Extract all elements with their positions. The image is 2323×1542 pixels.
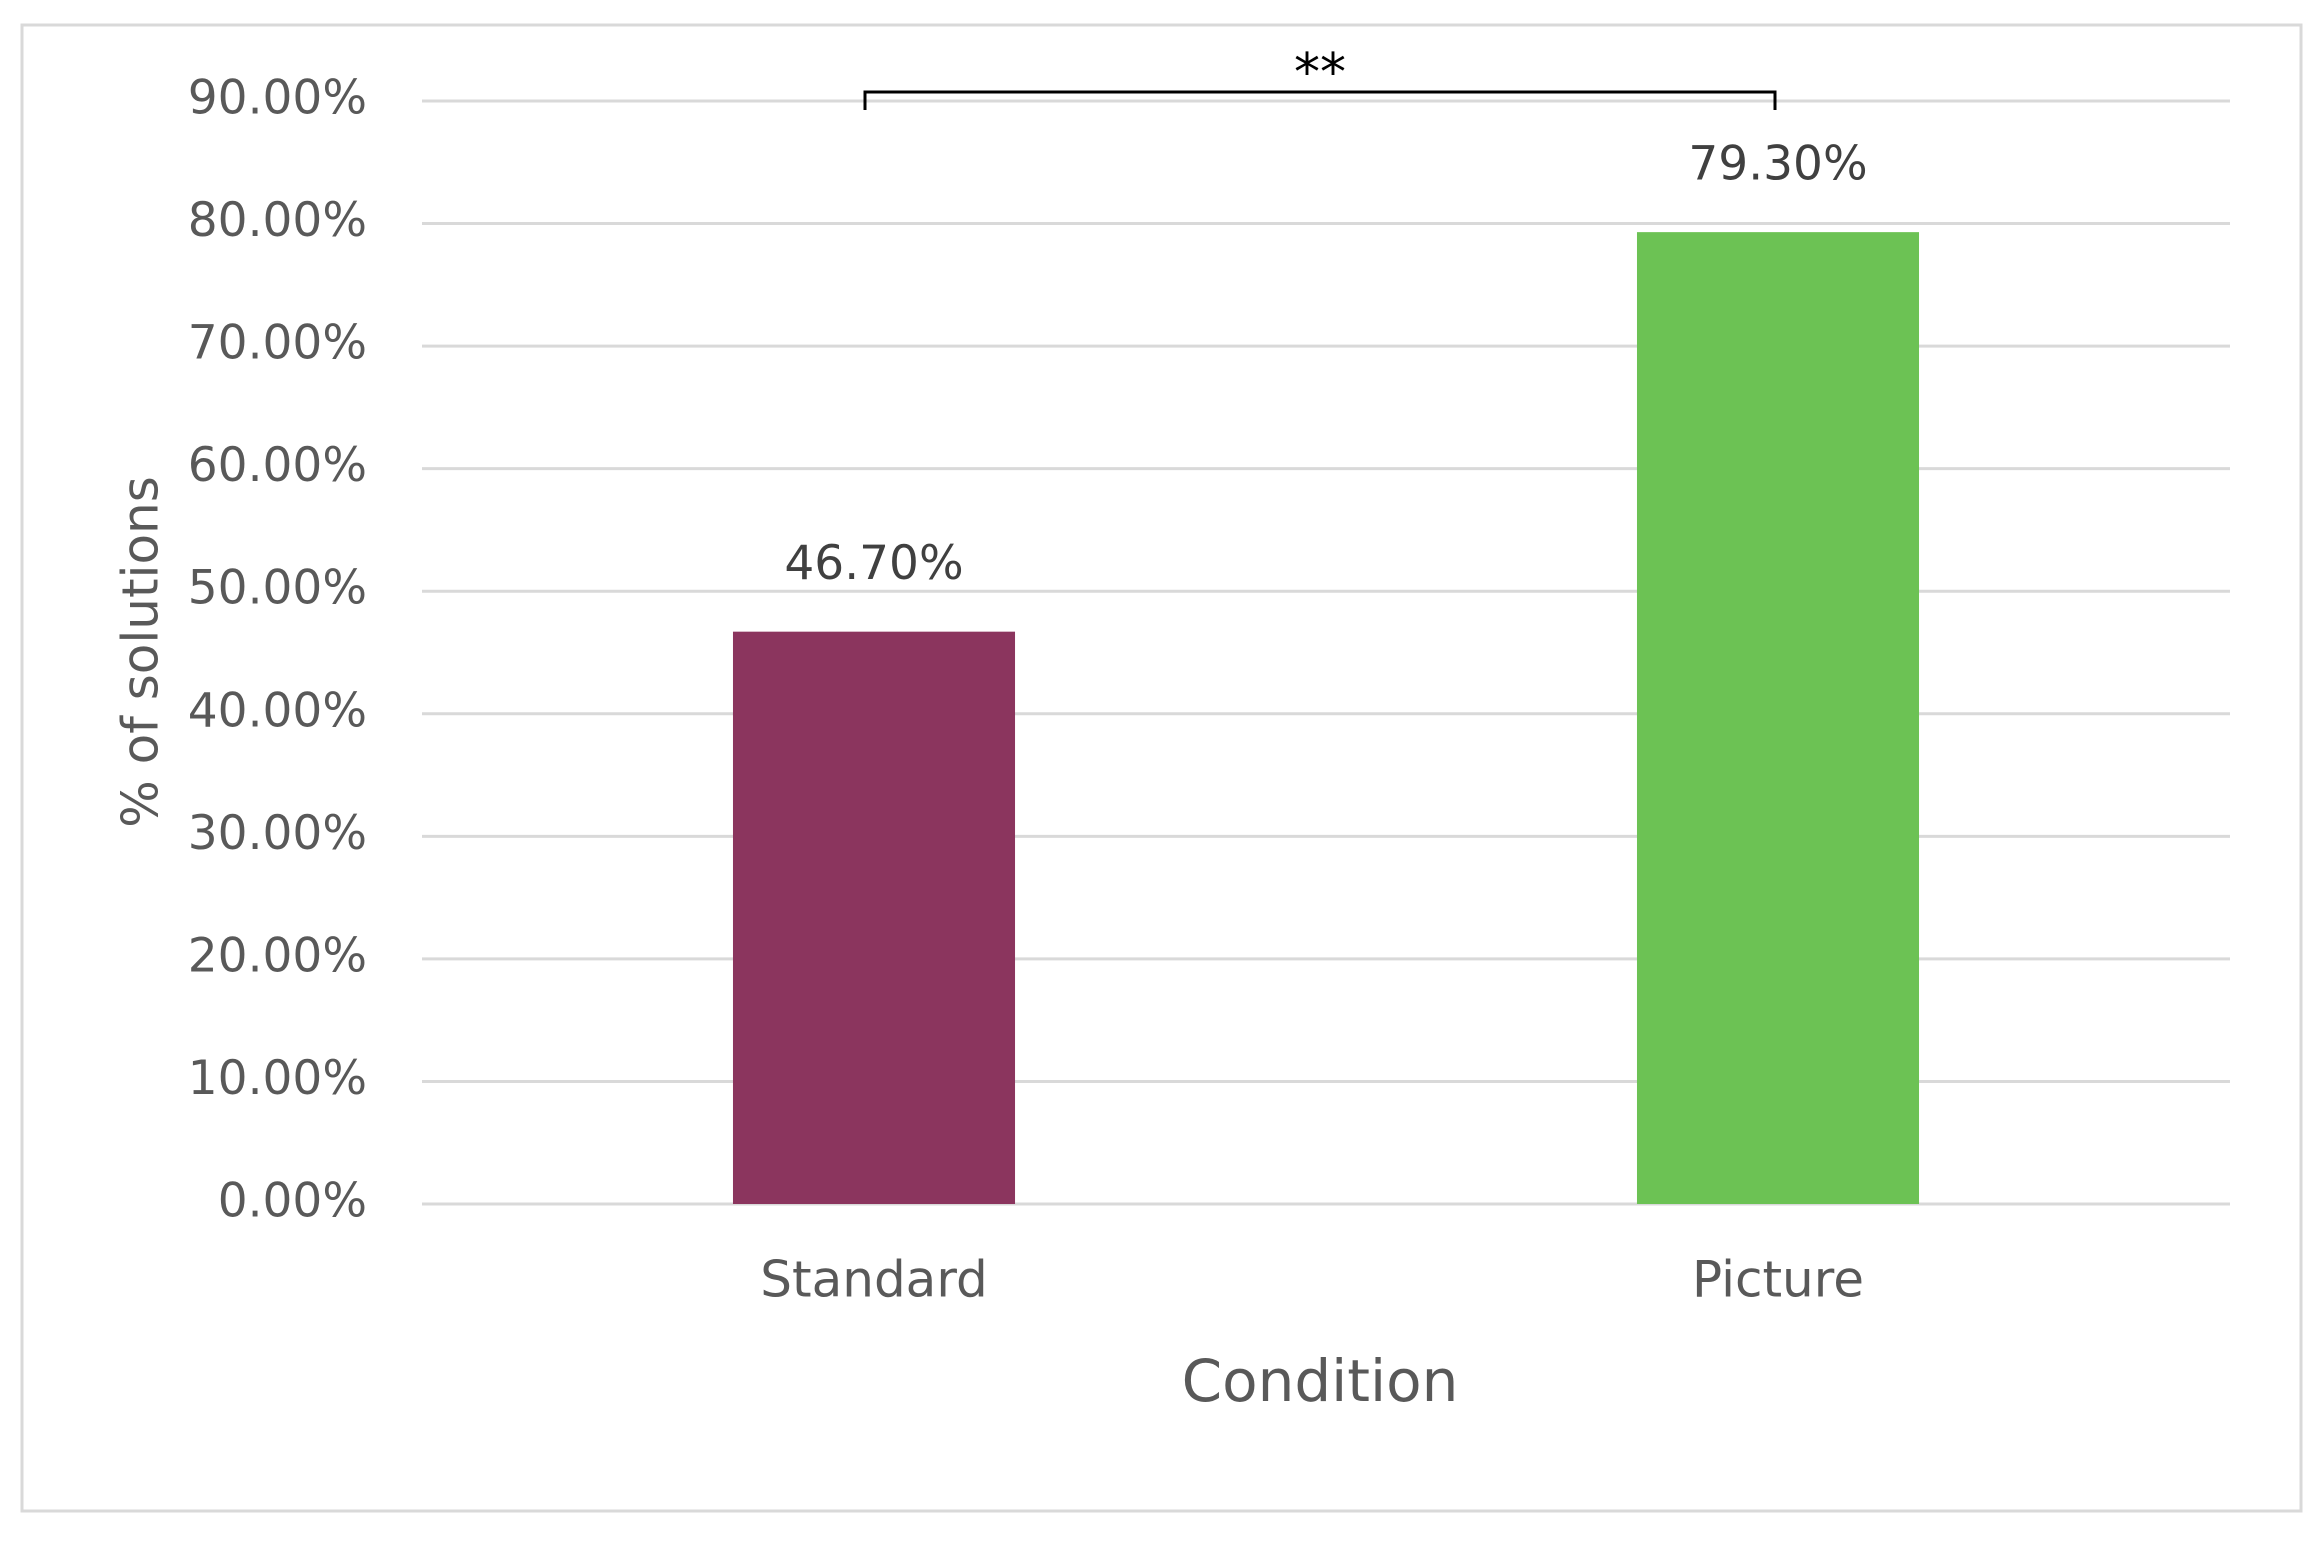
y-tick-label: 10.00% — [188, 1051, 367, 1106]
bar — [1636, 232, 1920, 1204]
chart-border — [20, 23, 2303, 1513]
x-axis-label: Condition — [1182, 1347, 1459, 1415]
x-tick-label: Standard — [760, 1251, 987, 1309]
value-label: 46.70% — [784, 536, 963, 591]
y-tick-label: 50.00% — [188, 561, 367, 616]
y-tick-label: 80.00% — [188, 193, 367, 248]
y-tick-label: 60.00% — [188, 438, 367, 493]
y-tick-label: 0.00% — [218, 1174, 367, 1229]
y-tick-label: 90.00% — [188, 71, 367, 126]
x-tick-label: Picture — [1692, 1251, 1864, 1309]
bar — [732, 631, 1016, 1204]
y-axis-label: % of solutions — [112, 476, 170, 828]
significance-bracket — [863, 90, 1777, 110]
y-tick-label: 20.00% — [188, 928, 367, 983]
y-tick-label: 30.00% — [188, 806, 367, 861]
value-label: 79.30% — [1688, 137, 1867, 192]
y-tick-label: 70.00% — [188, 316, 367, 371]
significance-label: ** — [1294, 43, 1346, 103]
y-tick-label: 40.00% — [188, 683, 367, 738]
